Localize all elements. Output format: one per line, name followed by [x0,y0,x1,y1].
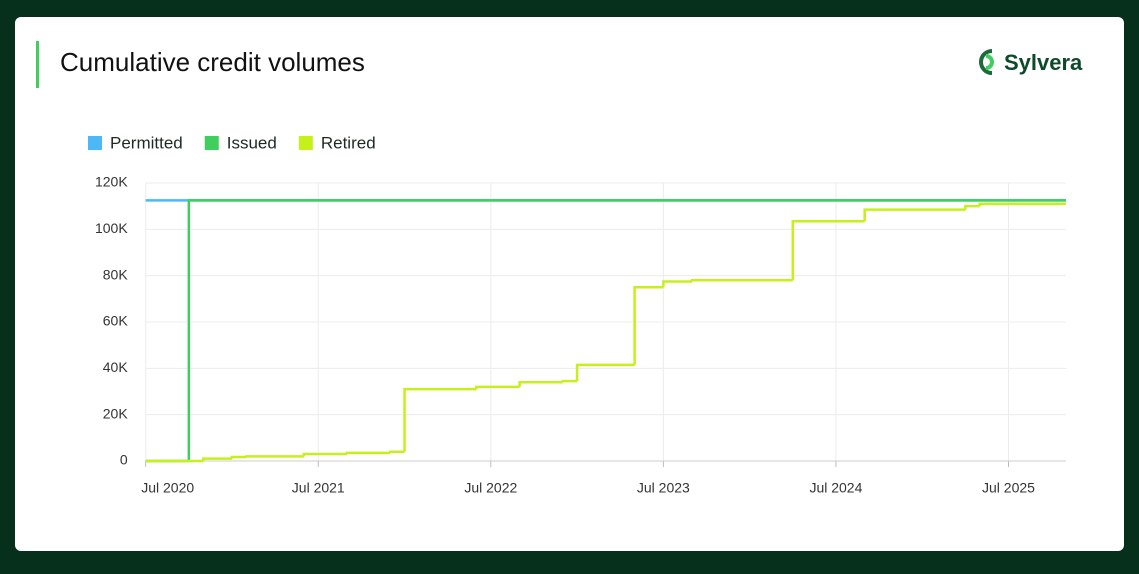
step-segment [978,202,1066,207]
step-segment [475,385,520,390]
y-tick-label: 100K [95,220,128,236]
x-tick-label: Jul 2023 [637,480,690,496]
logo-icon [979,49,993,75]
step-segment [561,379,578,383]
x-tick-label: Jul 2020 [141,480,194,496]
y-tick-label: 20K [103,405,129,421]
logo-text: Sylvera [1004,50,1083,75]
logo: Sylvera [979,49,1083,75]
step-segment [230,455,247,459]
step-segment [863,208,966,222]
x-tick-label: Jul 2024 [809,480,862,496]
legend-label: Issued [227,133,277,152]
x-tick-label: Jul 2021 [292,480,345,496]
card [15,17,1124,551]
step-segment [245,455,304,458]
y-tick-label: 80K [103,266,129,282]
legend-swatch [298,136,313,150]
legend-label: Retired [321,133,376,152]
chart-title: Cumulative credit volumes [60,47,365,77]
x-tick-label: Jul 2025 [982,480,1035,496]
legend-swatch [204,136,219,150]
step-segment [388,450,405,453]
step-segment [575,363,635,382]
title-accent [36,41,39,88]
step-segment [518,380,563,387]
legend-swatch [88,136,102,150]
step-segment [187,199,1066,461]
step-segment [964,204,980,210]
step-segment [201,457,232,461]
step-segment [345,451,391,455]
y-tick-label: 120K [95,174,128,190]
step-segment [403,387,477,452]
step-segment [791,219,865,281]
step-segment [690,279,793,282]
step-segment [662,280,693,288]
logo-icon [985,54,994,70]
y-tick-label: 0 [120,452,128,468]
y-tick-label: 60K [103,313,129,329]
step-segment [302,452,348,457]
x-tick-label: Jul 2022 [464,480,517,496]
step-segment [633,286,664,365]
y-tick-label: 40K [103,359,129,375]
legend-label: Permitted [110,133,183,152]
